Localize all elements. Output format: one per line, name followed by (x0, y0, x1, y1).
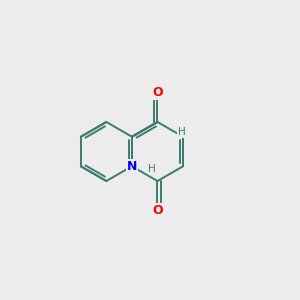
Text: O: O (152, 204, 163, 217)
Text: H: H (148, 164, 156, 174)
Text: H: H (178, 127, 186, 137)
Text: O: O (152, 86, 163, 99)
Text: N: N (127, 160, 137, 173)
